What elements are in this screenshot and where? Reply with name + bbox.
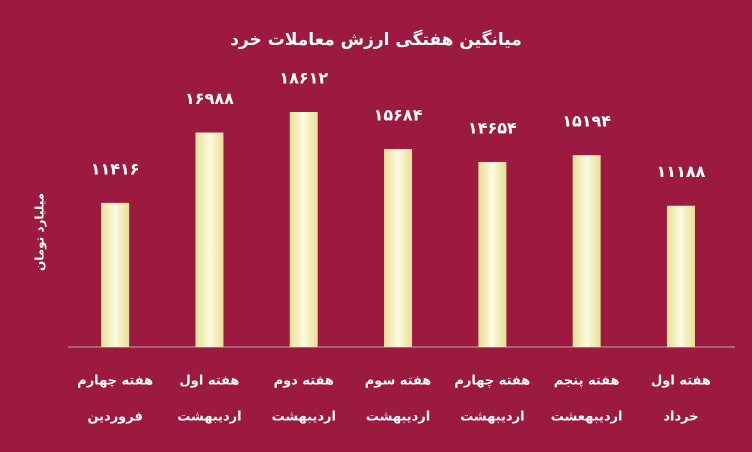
value-label: ۱۵۶۸۴ <box>374 105 423 124</box>
chart-title: میانگین هفتگی ارزش معاملات خرد <box>230 29 522 50</box>
value-label: ۱۴۶۵۴ <box>468 118 517 137</box>
value-label: ۱۸۶۱۲ <box>279 69 328 88</box>
x-tick-label: خرداد <box>663 410 698 425</box>
bar <box>478 161 507 347</box>
x-tick-label: هفته چهارم <box>454 374 530 389</box>
bar <box>384 148 413 347</box>
x-tick-label: فروردین <box>87 410 142 425</box>
x-tick-label: اردیبهشت <box>177 410 241 425</box>
bar <box>666 205 695 347</box>
y-axis-label: میلیارد تومان <box>33 193 48 271</box>
x-tick-label: اردیبهشت <box>366 410 430 425</box>
x-tick-label: هفته پنجم <box>554 374 620 389</box>
bar <box>289 112 318 347</box>
value-label: ۱۶۹۸۸ <box>185 89 234 108</box>
x-tick-label: هفته اول <box>651 374 711 389</box>
bar <box>572 155 601 347</box>
value-label: ۱۱۴۱۶ <box>91 159 140 178</box>
bar <box>195 132 224 347</box>
x-tick-label: هفته سوم <box>365 374 432 389</box>
value-label: ۱۵۱۹۴ <box>562 112 611 131</box>
x-tick-label: اردیبهعشت <box>551 410 623 425</box>
bar <box>101 202 130 347</box>
x-tick-label: هفته دوم <box>274 374 334 389</box>
value-label: ۱۱۱۸۸ <box>657 162 706 181</box>
x-tick-label: اردیبهشت <box>272 410 336 425</box>
x-tick-label: هفته اول <box>179 374 239 389</box>
x-tick-label: اردیبهشت <box>460 410 524 425</box>
x-tick-label: هفته چهارم <box>77 374 153 389</box>
